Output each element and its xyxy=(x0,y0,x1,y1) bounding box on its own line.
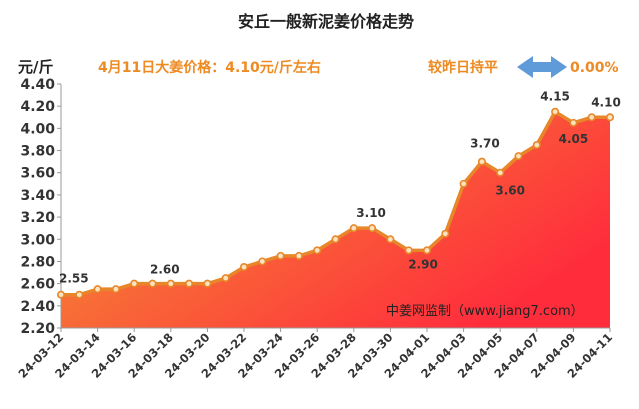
data-point xyxy=(514,152,523,161)
unit-label: 元/斤 xyxy=(18,58,53,76)
y-tick-label: 3.40 xyxy=(20,188,55,204)
data-point xyxy=(203,279,212,288)
data-point xyxy=(185,279,194,288)
y-tick-label: 4.40 xyxy=(20,77,55,93)
data-point xyxy=(496,168,505,177)
data-point xyxy=(551,107,560,116)
data-point xyxy=(294,251,303,260)
data-label: 2.55 xyxy=(59,272,89,286)
data-point xyxy=(404,246,413,255)
label-layer: 2.55 2.60 3.10 2.90 3.70 3.60 4.15 4.05 4.10 xyxy=(59,90,621,286)
data-label: 4.05 xyxy=(559,132,589,146)
data-point xyxy=(221,274,230,283)
area-fill xyxy=(61,111,610,328)
data-label: 3.70 xyxy=(470,137,500,151)
data-point xyxy=(587,113,596,122)
compare-label: 较昨日持平 xyxy=(428,59,498,76)
data-label: 2.60 xyxy=(150,263,180,277)
compare-value: 0.00% xyxy=(570,60,619,76)
data-point xyxy=(93,285,102,294)
area-layer xyxy=(61,111,610,328)
watermark: 中姜网监制（www.jiang7.com） xyxy=(386,304,584,319)
data-point xyxy=(386,235,395,244)
data-label: 3.60 xyxy=(495,184,525,198)
chart-title: 安丘一般新泥姜价格走势 xyxy=(238,12,414,31)
y-tick-label: 4.20 xyxy=(20,99,55,115)
data-label: 4.10 xyxy=(591,95,621,109)
data-point xyxy=(532,141,541,150)
data-label: 4.15 xyxy=(540,90,570,104)
left-right-arrow-icon xyxy=(517,56,567,78)
y-tick-label: 4.00 xyxy=(20,121,55,137)
data-point xyxy=(349,224,358,233)
marker-layer xyxy=(56,107,614,299)
data-point xyxy=(477,157,486,166)
data-point xyxy=(258,257,267,266)
data-point xyxy=(569,118,578,127)
data-point xyxy=(75,290,84,299)
y-tick-label: 2.40 xyxy=(20,299,55,315)
data-label: 3.10 xyxy=(356,206,386,220)
data-point xyxy=(130,279,139,288)
data-point xyxy=(368,224,377,233)
data-point xyxy=(605,113,614,122)
data-point xyxy=(166,279,175,288)
y-tick-label: 3.80 xyxy=(20,144,55,160)
y-tick-label: 3.60 xyxy=(20,166,55,182)
data-point xyxy=(148,279,157,288)
data-point xyxy=(441,229,450,238)
data-point xyxy=(331,235,340,244)
price-note: 4月11日大姜价格：4.10元/斤左右 xyxy=(98,59,321,76)
data-point xyxy=(111,285,120,294)
data-point xyxy=(56,290,65,299)
y-tick-label: 2.20 xyxy=(20,321,55,337)
data-label: 2.90 xyxy=(408,257,438,271)
y-tick-label: 2.60 xyxy=(20,277,55,293)
data-point xyxy=(313,246,322,255)
data-point xyxy=(276,251,285,260)
y-tick-label: 3.00 xyxy=(20,232,55,248)
data-point xyxy=(240,262,249,271)
y-tick-label: 3.20 xyxy=(20,210,55,226)
data-point xyxy=(459,179,468,188)
y-tick-label: 2.80 xyxy=(20,254,55,270)
data-point xyxy=(422,246,431,255)
